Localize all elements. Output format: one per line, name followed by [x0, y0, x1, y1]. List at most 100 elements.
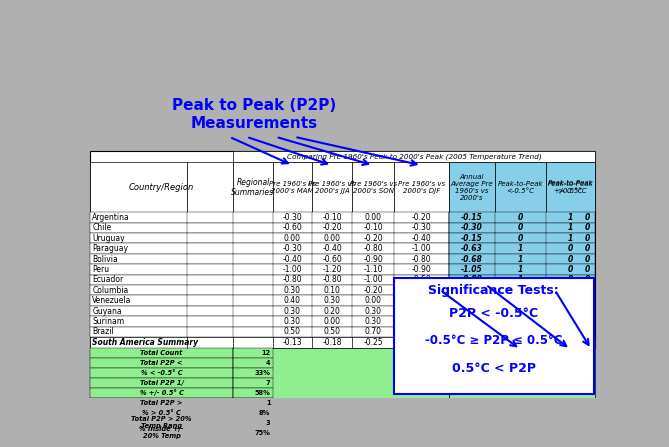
Text: 12: 12 — [261, 350, 270, 356]
Text: Total P2P >: Total P2P > — [140, 400, 183, 406]
Text: Peak-to-Peak
<-0.5°C: Peak-to-Peak <-0.5°C — [498, 181, 543, 194]
Bar — [90, 418, 233, 428]
Text: Peak to Peak (P2P)
Measurements: Peak to Peak (P2P) Measurements — [172, 98, 337, 131]
Text: 0: 0 — [518, 213, 523, 222]
Text: 1: 1 — [568, 213, 573, 222]
Bar — [449, 337, 595, 348]
Bar — [90, 152, 449, 438]
Bar — [233, 378, 273, 388]
Text: Brazil: Brazil — [92, 327, 114, 336]
Text: 0: 0 — [568, 244, 573, 253]
Text: 0: 0 — [568, 254, 573, 264]
Text: 0.30: 0.30 — [284, 317, 301, 326]
Bar — [449, 348, 595, 438]
Bar — [90, 337, 449, 348]
Text: 0: 0 — [568, 275, 573, 284]
Text: 0: 0 — [518, 327, 523, 336]
Text: 1: 1 — [568, 224, 573, 232]
Text: 0: 0 — [585, 254, 590, 264]
Bar — [187, 162, 233, 212]
Bar — [90, 316, 449, 327]
Text: 0: 0 — [518, 317, 523, 326]
Bar — [312, 162, 352, 212]
Bar — [449, 254, 595, 264]
Text: 0: 0 — [518, 234, 523, 243]
Text: 0: 0 — [518, 296, 523, 305]
Bar — [449, 295, 595, 306]
Bar — [233, 348, 273, 358]
Text: -0.90: -0.90 — [363, 254, 383, 264]
Text: -0.30: -0.30 — [282, 213, 302, 222]
Text: 0: 0 — [585, 213, 590, 222]
Text: -0.18: -0.18 — [322, 338, 342, 347]
Text: 3: 3 — [266, 420, 270, 426]
Bar — [90, 428, 233, 438]
Text: 0.5°C < P2P: 0.5°C < P2P — [452, 363, 536, 375]
Bar — [449, 264, 595, 274]
Text: Bolivia: Bolivia — [92, 254, 118, 264]
Text: 0.38: 0.38 — [462, 307, 481, 316]
Text: Columbia: Columbia — [92, 286, 128, 295]
Text: 0.30: 0.30 — [462, 317, 481, 326]
Text: -1.00: -1.00 — [363, 275, 383, 284]
Text: 0.00: 0.00 — [284, 234, 301, 243]
Text: -0.80: -0.80 — [322, 275, 342, 284]
Text: -0.15: -0.15 — [461, 213, 483, 222]
Text: % +/- 0.5° C: % +/- 0.5° C — [140, 389, 183, 396]
Text: -0.60: -0.60 — [282, 224, 302, 232]
Text: 0.70: 0.70 — [365, 327, 381, 336]
Bar — [90, 212, 449, 223]
Text: -1.20: -1.20 — [322, 265, 342, 274]
Bar — [90, 408, 233, 418]
Text: 1: 1 — [568, 286, 573, 295]
Bar — [233, 388, 273, 398]
Bar — [233, 358, 273, 368]
Text: 0: 0 — [568, 327, 573, 336]
Text: Guyana: Guyana — [92, 307, 122, 316]
Text: -0.68: -0.68 — [461, 254, 483, 264]
Text: 0.00: 0.00 — [324, 234, 341, 243]
Text: 0.30: 0.30 — [365, 307, 381, 316]
Bar — [449, 212, 595, 223]
Text: Pre 1960's vs
2000's MAM: Pre 1960's vs 2000's MAM — [269, 181, 316, 194]
Text: 0: 0 — [518, 286, 523, 295]
Bar — [90, 388, 233, 398]
Text: -1.05: -1.05 — [461, 265, 483, 274]
Text: Peak-to-Peak
+/- 0.5°C: Peak-to-Peak +/- 0.5°C — [547, 180, 593, 194]
Bar — [90, 223, 449, 233]
Text: 0.60: 0.60 — [413, 317, 430, 326]
Text: 0.40: 0.40 — [413, 296, 430, 305]
Text: 0: 0 — [518, 224, 523, 232]
Bar — [449, 152, 595, 348]
Bar — [233, 418, 273, 428]
Text: Pre 1960's vs
2000's JJA: Pre 1960's vs 2000's JJA — [308, 181, 356, 194]
Text: -0.5°C ≥ P2P ≤ 0.5°C: -0.5°C ≥ P2P ≤ 0.5°C — [425, 334, 563, 347]
Text: -0.90: -0.90 — [411, 265, 432, 274]
Text: 0: 0 — [585, 307, 590, 316]
Bar — [449, 244, 595, 254]
Text: 1: 1 — [585, 327, 590, 336]
Bar — [90, 162, 187, 212]
Text: P2P < -0.5°C: P2P < -0.5°C — [449, 308, 538, 320]
Text: -0.30: -0.30 — [461, 224, 483, 232]
Text: -0.13: -0.13 — [283, 338, 302, 347]
Bar — [90, 306, 449, 316]
Bar — [449, 274, 595, 285]
Bar — [495, 162, 545, 212]
Text: 8%: 8% — [259, 410, 270, 416]
Bar — [545, 162, 595, 212]
Text: 0: 0 — [585, 224, 590, 232]
Text: 1: 1 — [568, 307, 573, 316]
Text: -0.80: -0.80 — [461, 275, 483, 284]
Bar — [90, 274, 449, 285]
Text: 1: 1 — [518, 244, 523, 253]
Text: 0: 0 — [518, 307, 523, 316]
Text: Regional
Summaries: Regional Summaries — [231, 177, 274, 197]
Text: 0.30: 0.30 — [284, 286, 301, 295]
Text: -1.10: -1.10 — [363, 265, 383, 274]
Text: 1: 1 — [568, 317, 573, 326]
Bar — [449, 316, 595, 327]
Text: 0.13: 0.13 — [462, 286, 481, 295]
Text: -0.20: -0.20 — [363, 234, 383, 243]
Text: Pre 1960's vs
2000's DJF: Pre 1960's vs 2000's DJF — [398, 181, 445, 194]
